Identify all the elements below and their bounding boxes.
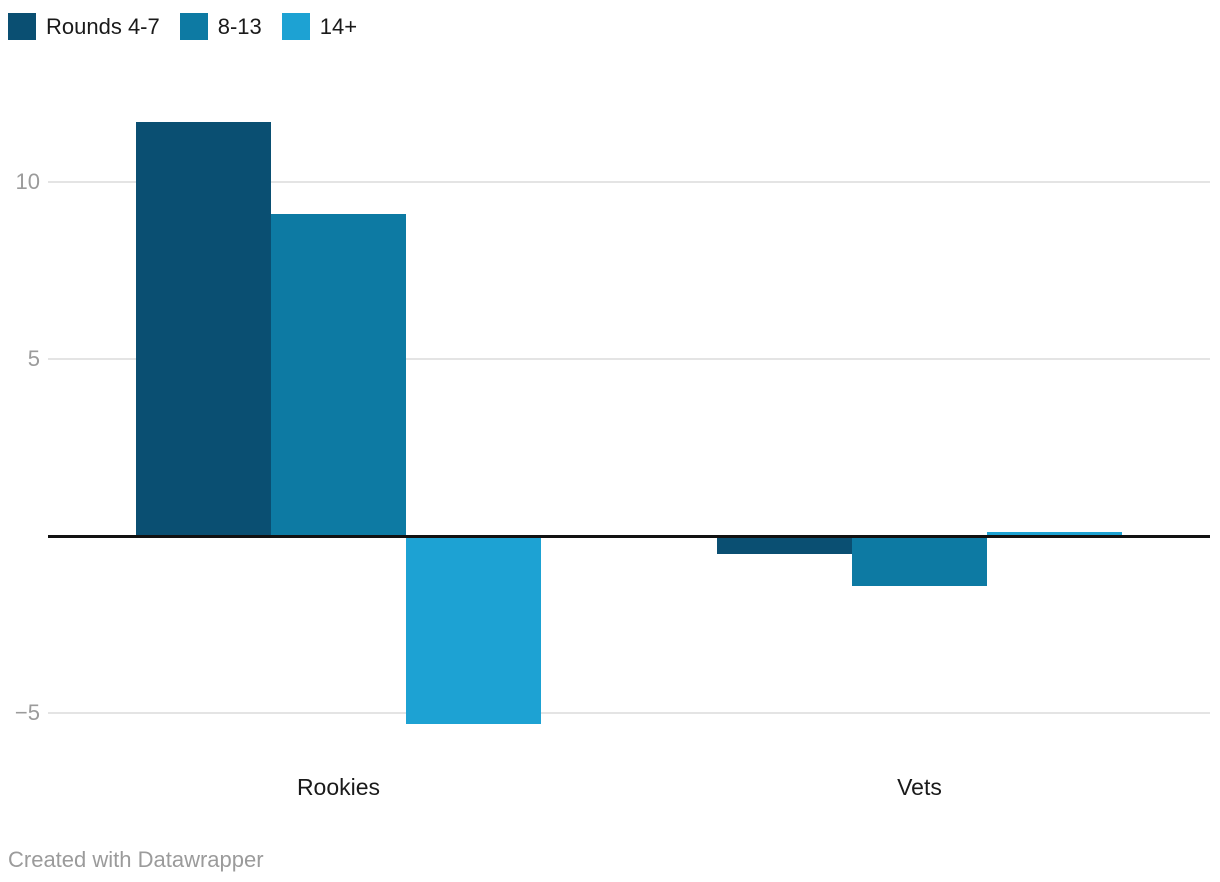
legend-swatch-icon <box>179 13 208 40</box>
legend-item: 14+ <box>281 13 358 40</box>
legend-item-label: 14+ <box>319 13 358 39</box>
bar <box>270 213 407 536</box>
y-gridline <box>48 181 1210 183</box>
y-gridline <box>48 712 1210 714</box>
y-gridline <box>48 358 1210 360</box>
category-label: Vets <box>897 774 942 800</box>
category-label: Rookies <box>296 774 381 800</box>
legend-item: 8-13 <box>179 13 262 40</box>
legend-item-label: 8-13 <box>217 13 262 39</box>
y-axis-tick-label: −5 <box>14 700 40 725</box>
bar <box>135 121 271 536</box>
datawrapper-credit: Created with Datawrapper <box>8 847 264 872</box>
bar <box>851 536 988 586</box>
bar <box>406 536 542 724</box>
legend-swatch-icon <box>281 13 310 40</box>
y-axis-tick-label: 5 <box>27 346 40 371</box>
legend-item-label: Rounds 4-7 <box>46 13 160 39</box>
bar <box>716 536 852 554</box>
y-axis-tick-label: 10 <box>15 169 40 194</box>
chart-legend: Rounds 4-7 8-13 14+ <box>8 13 357 40</box>
legend-swatch-icon <box>8 13 36 40</box>
bar <box>987 532 1123 536</box>
legend-item: Rounds 4-7 <box>8 13 160 40</box>
zero-baseline <box>48 535 1210 538</box>
